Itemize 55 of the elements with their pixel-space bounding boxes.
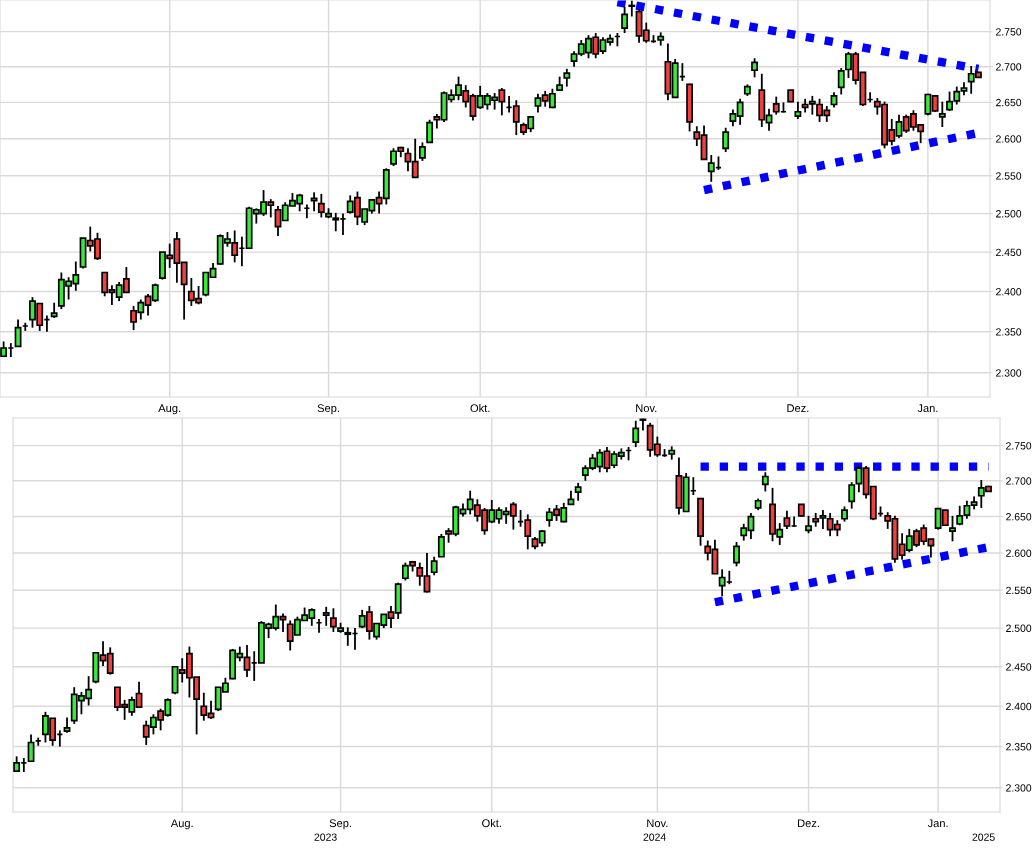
candlestick <box>938 100 946 128</box>
text: 2023 <box>314 833 337 841</box>
y-tick-label: 2.750 <box>1006 442 1032 450</box>
x-tick-label: Sep. <box>329 819 352 830</box>
candlestick <box>418 141 426 162</box>
x-tick-label: Nov. <box>636 404 657 413</box>
y-tick-label: 2.300 <box>1006 784 1032 792</box>
candlestick <box>329 607 337 633</box>
candlestick <box>722 126 730 153</box>
y-tick-label: 2.500 <box>996 210 1022 218</box>
y-tick-label: 2.500 <box>1006 624 1032 632</box>
candlestick <box>848 481 856 510</box>
text: 2024 <box>643 833 666 841</box>
y-tick-label: 2.650 <box>996 98 1022 107</box>
candlestick <box>628 0 636 18</box>
y-tick-label: 2.400 <box>996 288 1022 296</box>
y-tick-label: 2.600 <box>996 135 1022 143</box>
candlestick <box>761 471 769 493</box>
candlestick <box>632 419 640 448</box>
y-tick-label: 2.450 <box>1006 663 1032 671</box>
y-tick-label: 2.600 <box>1006 549 1032 557</box>
y-tick-label: 2.700 <box>1006 477 1032 485</box>
y-tick-label: 2.300 <box>996 369 1022 377</box>
y-tick-label: 2.700 <box>996 63 1022 71</box>
y-tick-label: 2.650 <box>1006 513 1032 521</box>
y-tick-label: 2.550 <box>996 172 1022 180</box>
y-tick-label: 2.550 <box>1006 586 1032 595</box>
x-tick-label: Aug. <box>170 819 193 830</box>
x-tick-label: Dez. <box>787 404 809 413</box>
candlestick <box>837 67 845 96</box>
candlestick <box>430 555 438 577</box>
candlestick <box>751 57 759 79</box>
candlestick <box>317 192 325 219</box>
x-tick-label: Nov. <box>647 819 668 828</box>
y-tick-label: 2.400 <box>1006 702 1032 711</box>
x-tick-label: Dez. <box>798 819 819 828</box>
x-tick-label: Jan. <box>927 819 948 828</box>
candlestick <box>783 509 791 530</box>
x-tick-label: Sep. <box>317 404 339 415</box>
x-tick-label: Okt. <box>482 818 501 828</box>
y-tick-label: 2.350 <box>1006 743 1032 751</box>
candlestick <box>437 533 445 558</box>
candlestick <box>322 605 330 627</box>
candlestick <box>621 5 629 34</box>
candlestick <box>949 514 956 543</box>
x-tick-label: Okt. <box>470 403 490 413</box>
candlestick <box>426 118 434 144</box>
y-tick-label: 2.750 <box>996 28 1022 36</box>
y-tick-label: 2.450 <box>996 248 1022 257</box>
candlestick <box>310 191 318 213</box>
candlestick <box>733 541 740 568</box>
x-tick-label: Aug. <box>158 404 181 415</box>
text: 2025 <box>972 833 995 841</box>
y-tick-label: 2.350 <box>996 328 1022 336</box>
x-tick-label: Jan. <box>917 404 938 413</box>
